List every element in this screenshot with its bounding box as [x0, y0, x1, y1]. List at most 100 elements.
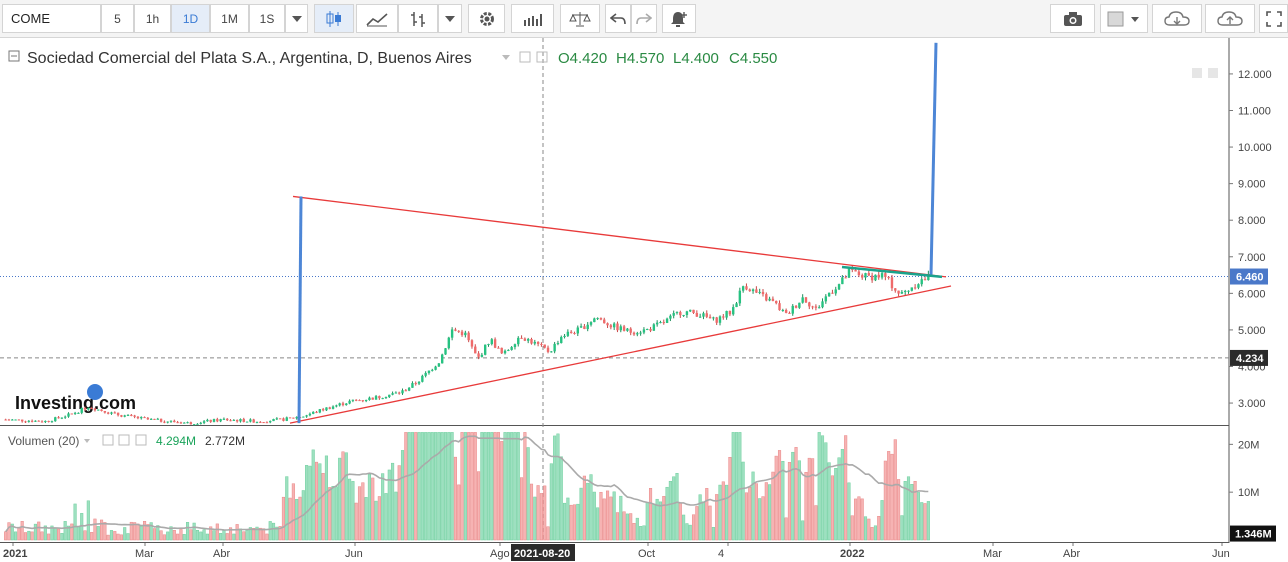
- volume-close-icon[interactable]: [135, 434, 147, 446]
- candle-body: [801, 297, 804, 303]
- lower-triangle-line[interactable]: [289, 285, 952, 424]
- undo-button[interactable]: [605, 4, 631, 33]
- candle-body: [24, 421, 27, 423]
- interval-dropdown-button[interactable]: [285, 4, 308, 33]
- resistance-line[interactable]: [841, 265, 943, 279]
- symbol-input[interactable]: COME: [2, 4, 101, 33]
- candle-body: [199, 422, 202, 424]
- volume-tick-label: 20M: [1238, 439, 1259, 451]
- candle-body: [90, 408, 93, 410]
- candle-body: [672, 313, 675, 316]
- legend-chevron-icon[interactable]: [502, 55, 510, 60]
- candle-body: [606, 323, 609, 326]
- chart-area[interactable]: Investing.com 12.000 11.000 10.000 9.000 8.0…: [0, 38, 1288, 562]
- volume-bar: [381, 473, 385, 541]
- candle-body: [222, 418, 226, 420]
- bars-style-button[interactable]: [398, 4, 438, 33]
- line-style-button[interactable]: [356, 4, 398, 33]
- alert-button[interactable]: [662, 4, 696, 33]
- volume-bar: [715, 494, 719, 541]
- interval-1s-button[interactable]: 1S: [249, 4, 285, 33]
- load-layout-button[interactable]: [1152, 4, 1202, 33]
- drawing-annotations[interactable]: [289, 42, 952, 424]
- volume-bar: [781, 461, 785, 541]
- volume-ma-path: [5, 435, 929, 533]
- interval-1h-button[interactable]: 1h: [134, 4, 171, 33]
- settings-icon[interactable]: [536, 51, 548, 63]
- volume-tick-label: 10M: [1238, 487, 1259, 499]
- style-dropdown-button[interactable]: [438, 4, 462, 33]
- candle-body: [543, 344, 546, 348]
- fullscreen-button[interactable]: [1259, 4, 1288, 33]
- volume-bar: [195, 530, 200, 541]
- scroll-down-icon[interactable]: [1208, 68, 1218, 78]
- volume-chevron-icon[interactable]: [84, 439, 90, 443]
- volume-bar: [877, 515, 881, 541]
- visibility-icon[interactable]: [519, 51, 531, 63]
- candles-style-button[interactable]: [314, 4, 354, 33]
- volume-bar: [496, 432, 500, 541]
- volume-bar: [344, 452, 348, 541]
- volume-bar: [903, 481, 907, 541]
- candle-body: [450, 329, 454, 338]
- volume-bar: [278, 526, 282, 541]
- candle-body: [67, 413, 70, 417]
- candle-body: [775, 300, 778, 304]
- candle-body: [503, 350, 507, 354]
- candle-body: [513, 344, 517, 348]
- candle-body: [715, 317, 718, 323]
- chevron-down-icon: [445, 15, 455, 22]
- scroll-up-icon[interactable]: [1192, 68, 1202, 78]
- volume-visibility-icon[interactable]: [102, 434, 114, 446]
- candle-body: [216, 419, 219, 422]
- candle-body: [698, 316, 702, 318]
- volume-settings-icon[interactable]: [118, 434, 130, 446]
- candle-body: [490, 339, 494, 345]
- indicators-button[interactable]: [511, 4, 554, 33]
- save-layout-button[interactable]: [1205, 4, 1255, 33]
- candle-body: [328, 407, 331, 409]
- volume-bar: [711, 527, 715, 541]
- time-tick-label: Mar: [135, 548, 154, 560]
- volume-bar: [86, 500, 90, 541]
- interval-1m-button[interactable]: 1M: [210, 4, 249, 33]
- interval-5-button[interactable]: 5: [101, 4, 134, 33]
- redo-button[interactable]: [631, 4, 657, 33]
- volume-bar: [387, 469, 391, 541]
- volume-bar: [609, 496, 613, 541]
- left-target-line[interactable]: [297, 196, 303, 424]
- right-target-line[interactable]: [929, 42, 938, 276]
- candle-body: [639, 332, 642, 334]
- volume-bar: [725, 484, 729, 541]
- candle-body: [791, 305, 794, 314]
- candle-body: [732, 307, 735, 315]
- volume-bar: [384, 493, 388, 541]
- screenshot-button[interactable]: [1050, 4, 1095, 33]
- interval-1d-button[interactable]: 1D: [171, 4, 210, 33]
- volume-bar: [311, 449, 315, 541]
- volume-bar: [400, 450, 405, 541]
- volume-bar: [870, 527, 874, 541]
- time-tick-label: Abr: [1063, 548, 1080, 560]
- candle-body: [523, 338, 527, 341]
- volume-bar: [212, 530, 216, 541]
- compare-button[interactable]: [560, 4, 600, 33]
- settings-button[interactable]: [468, 4, 505, 33]
- collapse-legend-icon[interactable]: [8, 50, 20, 62]
- camera-icon: [1063, 11, 1082, 26]
- candle-body: [632, 332, 636, 335]
- volume-bar: [43, 525, 47, 541]
- volume-bar: [672, 476, 676, 541]
- candle-body: [262, 422, 265, 424]
- candle-body: [470, 340, 474, 347]
- color-picker-button[interactable]: [1100, 4, 1148, 33]
- volume-bar: [202, 529, 206, 541]
- candle-body: [821, 301, 824, 308]
- candle-body: [163, 421, 166, 423]
- candle-body: [669, 315, 672, 319]
- candle-body: [903, 290, 907, 292]
- volume-bar: [126, 533, 130, 541]
- upper-triangle-line[interactable]: [292, 195, 947, 278]
- candle-body: [857, 271, 861, 276]
- volume-bar: [443, 432, 448, 541]
